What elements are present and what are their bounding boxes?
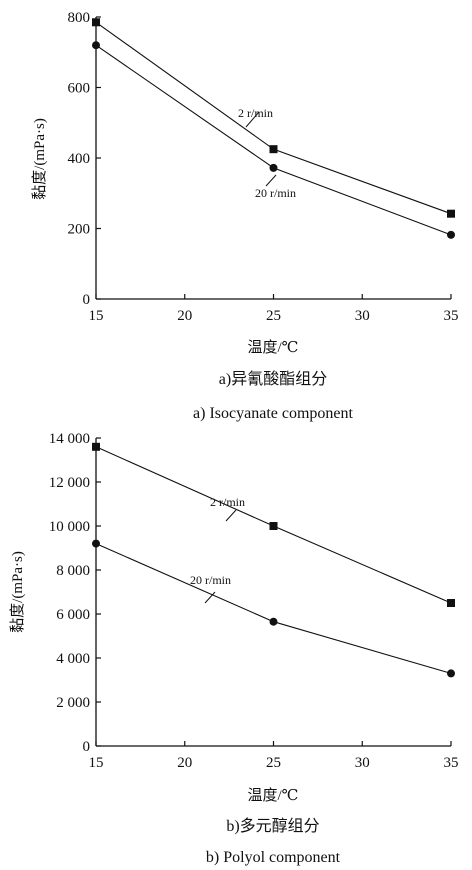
data-point-square [92, 442, 100, 451]
data-point-square [92, 18, 100, 27]
y-tick-label: 800 [68, 10, 91, 26]
y-tick-label: 12 000 [49, 475, 90, 491]
series-label-leader [225, 509, 237, 522]
y-tick-label: 600 [68, 81, 91, 97]
series-annotations: 2 r/min 20 r/min [190, 495, 245, 604]
series-label: 20 r/min [190, 573, 231, 587]
series-line-2rpm [95, 21, 452, 215]
x-axis-label: 温度/℃ [248, 339, 299, 356]
axes [95, 438, 451, 747]
series-line-20rpm [95, 44, 452, 236]
y-tick-label: 10 000 [49, 519, 90, 535]
data-point-square [447, 209, 455, 218]
ticks: 0 2 000 4 000 6 000 8 000 10 000 12 000 14 000 1… [49, 431, 459, 771]
data-point-circle [269, 163, 278, 172]
caption-cn: a)异氰酸酯组分 [219, 370, 327, 388]
series-label: 2 r/min [210, 495, 245, 509]
data-point-circle [92, 539, 100, 548]
x-tick-label: 20 [177, 755, 192, 771]
y-tick-label: 14 000 [49, 431, 90, 447]
data-point-circle [92, 41, 100, 50]
x-tick-label: 25 [266, 755, 281, 771]
x-tick-label: 30 [355, 308, 370, 324]
x-tick-label: 35 [444, 755, 459, 771]
series-label-leader [265, 174, 277, 187]
series-label: 2 r/min [238, 106, 273, 120]
ticks: 0 200 400 600 800 15 20 25 30 35 [68, 10, 459, 324]
y-tick-label: 0 [83, 739, 91, 755]
y-tick-label: 2 000 [56, 695, 90, 711]
y-axis-label: 黏度/(mPa·s) [9, 551, 26, 633]
data-point-circle [447, 230, 455, 239]
series-markers [92, 18, 455, 239]
chart-polyol: 0 2 000 4 000 6 000 8 000 10 000 12 000 14 000 1… [9, 431, 459, 866]
y-tick-label: 400 [68, 151, 91, 167]
axes [95, 17, 451, 300]
data-point-circle [447, 669, 455, 678]
series-lines [95, 446, 452, 674]
series-label: 20 r/min [255, 186, 296, 200]
caption-en: a) Isocyanate component [193, 405, 353, 422]
series-line-20rpm [95, 543, 452, 674]
y-tick-label: 8 000 [56, 563, 90, 579]
x-tick-label: 15 [89, 308, 104, 324]
caption-cn: b)多元醇组分 [226, 817, 319, 835]
data-point-square [269, 522, 278, 530]
series-markers [92, 442, 455, 678]
x-tick-label: 15 [89, 755, 104, 771]
x-tick-label: 20 [177, 308, 192, 324]
series-label-leader [204, 591, 216, 604]
y-tick-label: 6 000 [56, 607, 90, 623]
data-point-square [269, 145, 278, 154]
y-tick-label: 4 000 [56, 651, 90, 667]
series-lines [95, 21, 452, 236]
y-tick-label: 200 [68, 222, 91, 238]
series-label-leader [245, 111, 260, 128]
data-point-square [447, 599, 455, 607]
x-axis-label: 温度/℃ [248, 787, 299, 804]
caption-en: b) Polyol component [206, 849, 341, 866]
x-tick-label: 35 [444, 308, 459, 324]
x-tick-label: 25 [266, 308, 281, 324]
y-tick-label: 0 [83, 292, 91, 308]
y-axis-label: 黏度/(mPa·s) [31, 118, 48, 200]
data-point-circle [269, 617, 278, 626]
series-annotations: 2 r/min 20 r/min [238, 106, 296, 200]
x-tick-label: 30 [355, 755, 370, 771]
